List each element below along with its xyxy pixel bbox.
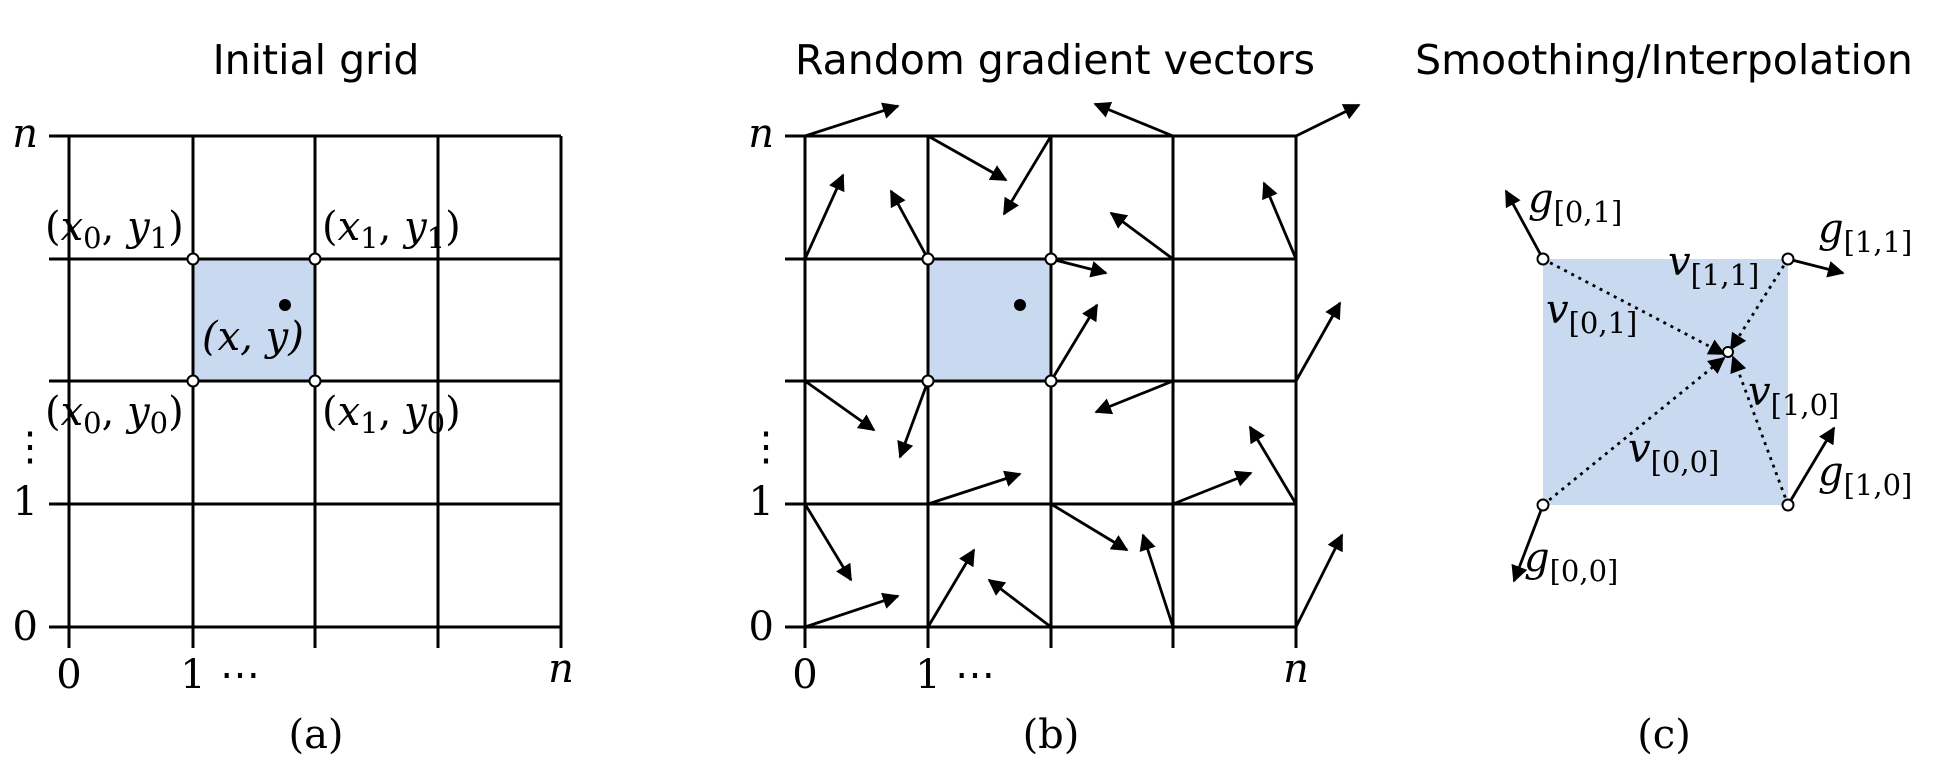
panel-c: Smoothing/Interpolation g[0,1] g[1,1] g[…: [1415, 36, 1913, 758]
panel-c-label-v10: v[1,0]: [1748, 369, 1839, 422]
panel-a-x-label-n: n: [548, 646, 574, 692]
panel-b-gradient-vectors: [803, 101, 1361, 629]
panel-a-caption: (a): [288, 712, 343, 758]
panel-b: Random gradient vectors: [746, 36, 1361, 758]
panel-a-node: [186, 252, 200, 266]
panel-c-title: Smoothing/Interpolation: [1415, 36, 1913, 84]
panel-b-grid: [785, 134, 1298, 648]
panel-b-node: [921, 252, 935, 266]
panel-a-node: [308, 374, 322, 388]
distance-arrow: [1730, 355, 1790, 506]
gradient-arrow: [1050, 257, 1108, 278]
panel-c-node: [1781, 252, 1795, 266]
gradient-arrow: [1294, 533, 1344, 628]
panel-b-y-label-0: 0: [749, 604, 774, 650]
gradient-arrow: [1294, 301, 1342, 382]
gradient-arrow: [1786, 426, 1836, 506]
panel-a-node: [308, 252, 322, 266]
panel-a-x-label-0: 0: [56, 652, 81, 698]
gradient-arrow: [987, 578, 1052, 629]
panel-c-distance-vectors: [1542, 257, 1790, 507]
distance-arrow: [1729, 258, 1790, 351]
panel-a-node: [186, 374, 200, 388]
panel-c-caption: (c): [1637, 712, 1691, 758]
gradient-arrow: [927, 134, 1008, 182]
gradient-arrow: [1295, 103, 1361, 138]
panel-a-sample-point: [279, 299, 291, 311]
gradient-arrow: [1787, 257, 1845, 278]
gradient-arrow: [1504, 189, 1545, 260]
distance-arrow: [1542, 356, 1726, 507]
gradient-arrow: [1248, 425, 1298, 505]
panel-a-highlighted-cell: [193, 259, 315, 381]
gradient-arrow: [926, 548, 976, 628]
gradient-arrow: [1172, 470, 1253, 506]
gradient-arrow: [1262, 181, 1298, 260]
panel-c-label-g10: g[1,0]: [1818, 449, 1912, 502]
distance-arrow: [1542, 257, 1726, 356]
panel-b-y-label-n: n: [748, 111, 774, 157]
panel-c-label-v11: v[1,1]: [1668, 239, 1759, 292]
panel-c-label-v01: v[0,1]: [1546, 287, 1637, 340]
panel-b-x-label-n: n: [1283, 646, 1309, 692]
gradient-arrow: [804, 102, 900, 138]
panel-a-corner-label-x0-y0: (x0, y0): [45, 389, 184, 440]
gradient-arrow: [927, 470, 1022, 506]
panel-c-node: [1536, 498, 1550, 512]
panel-b-x-ellipsis: ⋯: [955, 652, 995, 698]
panel-a-title: Initial grid: [213, 36, 420, 84]
panel-c-gradient-vectors: [1504, 189, 1845, 583]
panel-b-x-label-1: 1: [915, 652, 940, 698]
gradient-arrow: [804, 592, 900, 629]
panel-a-x-label-1: 1: [180, 652, 205, 698]
panel-c-label-g11: g[1,1]: [1818, 206, 1912, 259]
gradient-arrow: [889, 189, 930, 260]
panel-a-corner-label-x1-y1: (x1, y1): [322, 204, 461, 255]
gradient-arrow: [1050, 502, 1129, 552]
panel-b-sample-point: [1014, 299, 1026, 311]
gradient-arrow: [1094, 379, 1174, 415]
panel-a-x-ellipsis: ⋯: [220, 652, 260, 698]
gradient-arrow: [804, 379, 876, 432]
panel-c-node: [1781, 498, 1795, 512]
panel-a-vertical-ellipsis: ⋮: [10, 424, 50, 470]
panel-b-x-label-0: 0: [792, 652, 817, 698]
panel-a-point-label: (x, y): [202, 314, 304, 360]
gradient-arrow: [1139, 533, 1175, 628]
panel-b-node: [1044, 252, 1058, 266]
panel-a: Initial grid n 1 0: [10, 36, 574, 758]
panel-c-sample-point: [1722, 346, 1734, 358]
gradient-arrow: [803, 503, 853, 582]
panel-c-cell: [1543, 259, 1788, 505]
gradient-arrow: [803, 173, 845, 260]
panel-c-label-g01: g[0,1]: [1528, 176, 1622, 229]
gradient-arrow: [1109, 211, 1174, 261]
panel-b-caption: (b): [1023, 712, 1080, 758]
panel-b-node: [921, 374, 935, 388]
gradient-arrow: [1049, 303, 1099, 382]
panel-a-y-label-0: 0: [13, 604, 38, 650]
panel-b-highlighted-cell: [928, 259, 1051, 381]
panel-a-corner-label-x1-y0: (x1, y0): [322, 389, 461, 440]
gradient-arrow: [897, 380, 930, 459]
panel-c-node: [1536, 252, 1550, 266]
panel-c-label-g00: g[0,0]: [1524, 535, 1618, 588]
panel-b-node: [1044, 374, 1058, 388]
gradient-arrow: [1093, 101, 1174, 138]
gradient-arrow: [1511, 504, 1545, 583]
gradient-arrow: [1002, 135, 1053, 216]
panel-a-y-label-1: 1: [13, 479, 38, 525]
panel-c-label-v00: v[0,0]: [1628, 426, 1719, 479]
panel-b-title: Random gradient vectors: [795, 36, 1315, 84]
panel-b-vertical-ellipsis: ⋮: [746, 424, 786, 470]
panel-a-corner-label-x0-y1: (x0, y1): [45, 204, 184, 255]
panel-b-y-label-1: 1: [749, 479, 774, 525]
panel-a-y-label-n: n: [12, 111, 38, 157]
